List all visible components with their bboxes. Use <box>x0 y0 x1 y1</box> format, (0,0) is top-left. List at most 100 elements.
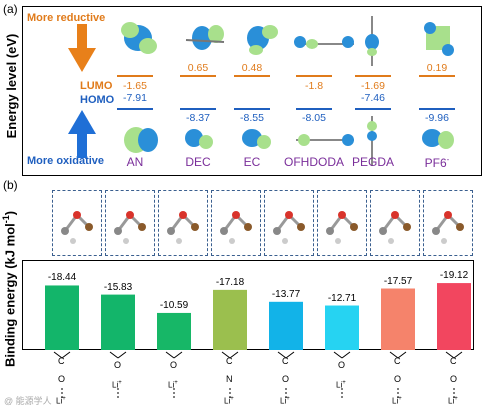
lithium-charge: + <box>230 396 234 402</box>
coordination-atom: O <box>394 374 402 384</box>
binding-energy-bars <box>45 283 471 350</box>
molecule-name-sup: - <box>446 155 450 164</box>
lithium-text: Li <box>448 396 455 406</box>
more-oxidative-label: More oxidative <box>27 155 105 167</box>
lithium-charge: + <box>398 396 402 402</box>
homo-level-line <box>419 108 455 110</box>
bar-value-label: -19.12 <box>439 270 469 282</box>
watermark: @ 能源学人 <box>4 396 52 406</box>
molecule-ball-stick <box>379 211 411 244</box>
molecule-structure-box <box>158 190 208 256</box>
lithium-text: Li <box>336 380 343 390</box>
molecule-structure-box <box>264 190 314 256</box>
lithium-charge: + <box>454 396 458 402</box>
bar-value-label: -17.18 <box>215 276 245 288</box>
coordination-carbon: C <box>282 356 289 366</box>
coordination-atom: O <box>170 360 178 370</box>
coordination-atom: O <box>282 374 290 384</box>
coordination-schematic <box>109 351 127 398</box>
bar-value-label: -17.57 <box>383 275 413 287</box>
bar <box>381 288 415 350</box>
bar <box>325 305 359 350</box>
reductive-arrow <box>68 24 96 72</box>
coordination-atom: N <box>226 374 233 384</box>
coordination-schematic <box>53 351 71 398</box>
homo-value: -7.91 <box>123 92 147 104</box>
lumo-value: -1.65 <box>123 80 147 92</box>
lumo-level-line <box>355 75 391 77</box>
bar <box>213 289 247 350</box>
bar-value-label: -18.44 <box>47 272 77 284</box>
homo-level-line <box>180 108 216 110</box>
panel-b-label: (b) <box>3 178 18 192</box>
panel-b-ylabel-sup: -1 <box>1 215 11 224</box>
lithium-text: Li <box>392 396 399 406</box>
molecule-ball-stick <box>326 211 358 244</box>
homo-level-line <box>355 108 391 110</box>
homo-value: -8.05 <box>302 112 326 124</box>
lithium-ion-label: Li+ <box>392 396 402 406</box>
coordination-carbon: C <box>226 356 233 366</box>
lithium-ion-label: Li+ <box>224 396 234 406</box>
bar <box>45 285 79 350</box>
lithium-charge: + <box>118 380 122 386</box>
bar-value-label: -12.71 <box>327 292 357 304</box>
lumo-level-line <box>117 75 153 77</box>
coordination-carbon: C <box>394 356 401 366</box>
homo-level-line <box>296 108 332 110</box>
homo-value: -7.46 <box>361 92 385 104</box>
coordination-schematic <box>333 351 351 398</box>
lithium-text: Li <box>168 380 175 390</box>
coordination-carbon: C <box>450 356 457 366</box>
bar-value-label: -10.59 <box>159 299 189 311</box>
molecule-ball-stick <box>273 211 305 244</box>
lumo-value: -1.8 <box>304 80 324 92</box>
lumo-value: -1.69 <box>361 80 385 92</box>
homo-label: HOMO <box>80 94 115 106</box>
coordination-atom: O <box>450 374 458 384</box>
lumo-level-line <box>180 75 216 77</box>
lumo-level-line <box>234 75 270 77</box>
molecule-structure-box <box>211 190 261 256</box>
panel-b-ylabel: Binding energy (kJ mol-1) <box>1 211 18 367</box>
coordination-atom: O <box>114 360 122 370</box>
molecule-ball-stick <box>61 211 93 244</box>
coordination-atom: O <box>338 360 346 370</box>
lithium-text: Li <box>56 396 63 406</box>
molecule-name: EC <box>243 155 261 169</box>
panel-b-ylabel-tail: ) <box>2 210 18 216</box>
panel-a-label: (a) <box>3 2 18 16</box>
lumo-orbitals <box>121 16 454 66</box>
lithium-ion-label: Li+ <box>56 396 66 406</box>
panel-a-ylabel: Energy level (eV) <box>4 33 19 139</box>
lithium-charge: + <box>174 380 178 386</box>
molecule-structure-box <box>423 190 473 256</box>
panel-a-frame <box>22 6 482 176</box>
lumo-level-line <box>419 75 455 77</box>
lithium-ion-label: Li+ <box>448 396 458 406</box>
bar-chart-frame <box>22 260 474 350</box>
coordination-schematic <box>277 351 295 398</box>
coordination-schematic <box>165 351 183 398</box>
molecule-ball-stick <box>114 211 146 244</box>
molecule-name: PEGDA <box>351 155 394 169</box>
molecule-ball-stick <box>220 211 252 244</box>
molecule-name: OFHDODA <box>284 155 344 169</box>
bar-value-label: -15.83 <box>103 281 133 293</box>
lithium-ion-label: Li+ <box>280 396 290 406</box>
bar <box>437 283 471 350</box>
molecule-structure-box <box>317 190 367 256</box>
molecule-structure-box <box>52 190 102 256</box>
bar <box>157 312 191 350</box>
lumo-value: 0.65 <box>187 62 209 74</box>
lithium-ion-label: Li+ <box>336 380 346 390</box>
coordination-schematic <box>389 351 407 398</box>
lithium-ion-label: Li+ <box>112 380 122 390</box>
lumo-value: 0.48 <box>241 62 263 74</box>
molecule-name: PF6- <box>424 155 450 170</box>
panel-b-ylabel-text: Binding energy (kJ mol <box>2 223 18 367</box>
molecule-name: AN <box>126 155 144 169</box>
lithium-charge: + <box>286 396 290 402</box>
lithium-charge: + <box>342 380 346 386</box>
coordination-schematics <box>53 351 463 398</box>
